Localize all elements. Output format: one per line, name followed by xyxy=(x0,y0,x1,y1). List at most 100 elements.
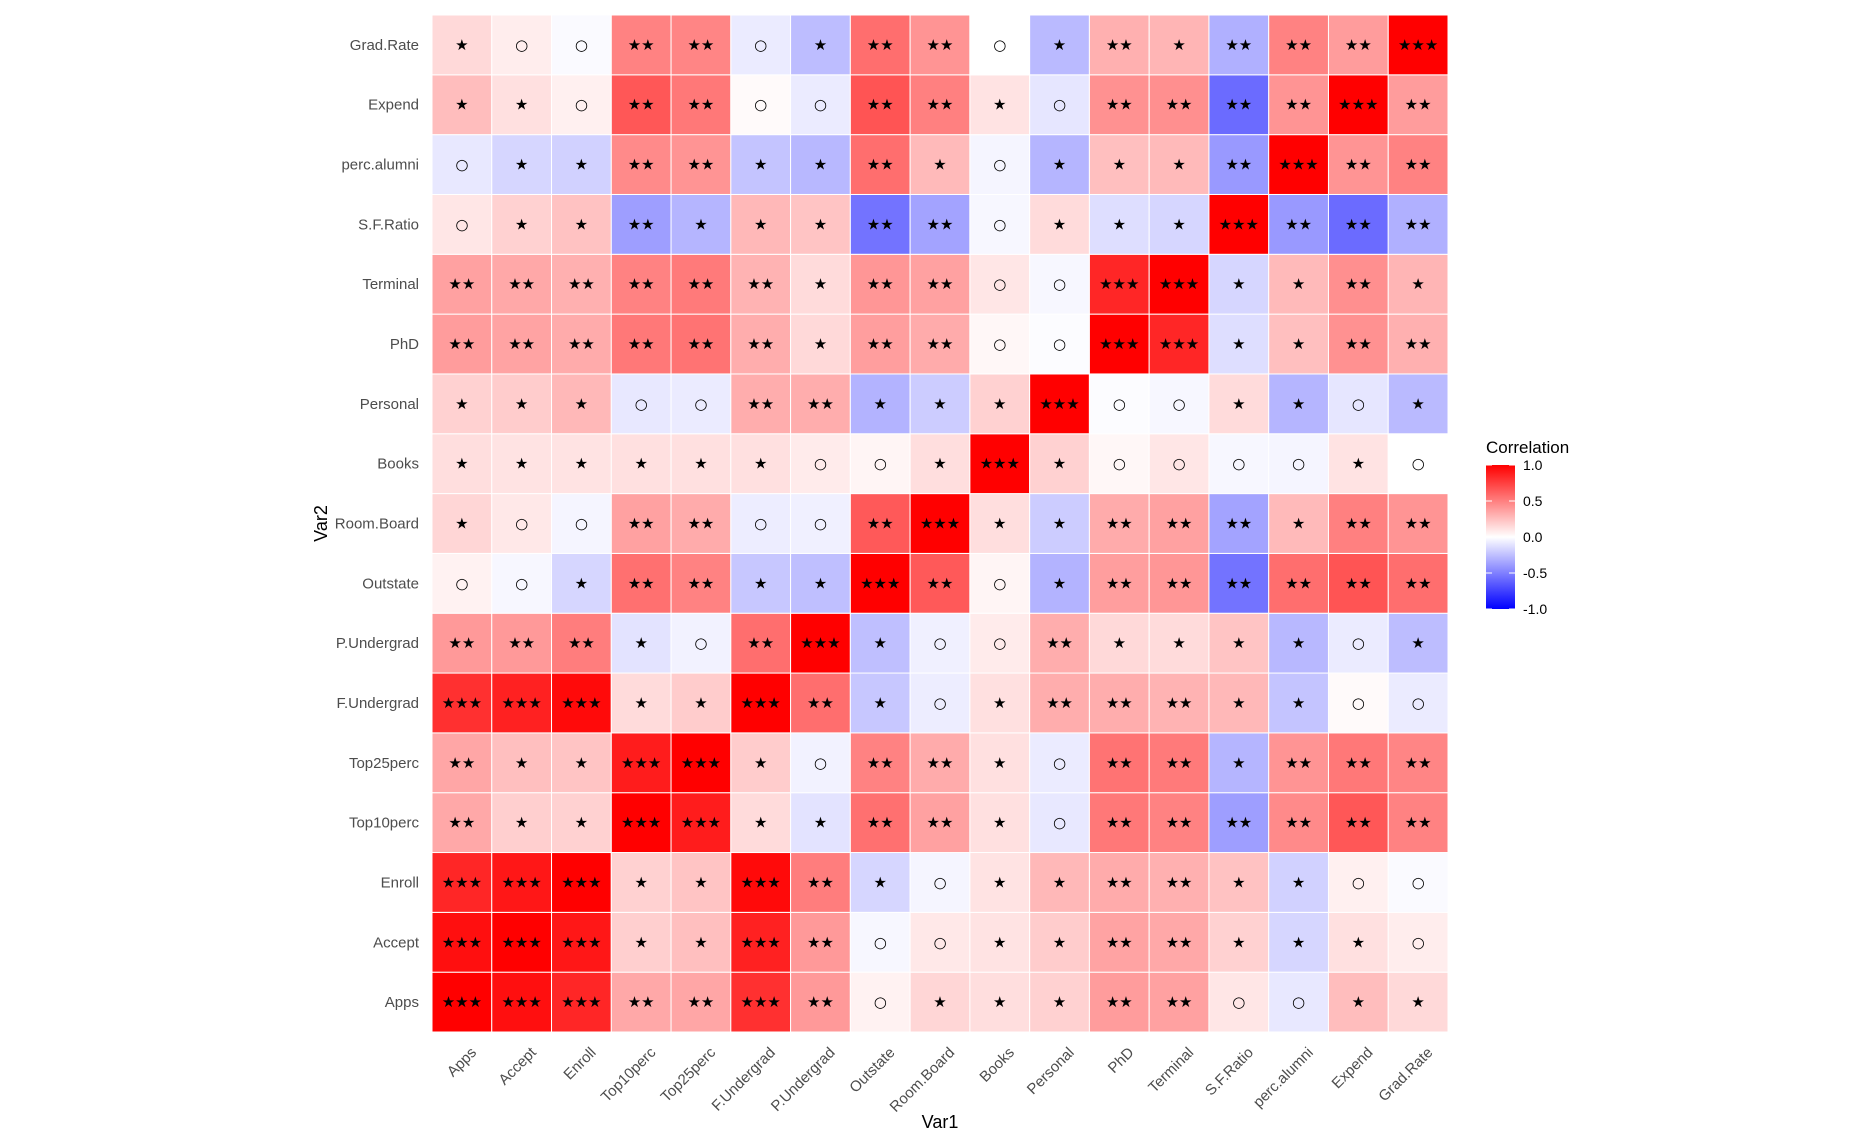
cell-label-Personal-Outstate: ★ xyxy=(1053,574,1066,592)
heatmap-cell-P.Undergrad-Grad.Rate xyxy=(790,14,851,76)
cell-label-Books-S.F.Ratio: ○ xyxy=(993,215,1006,233)
cell-label-Apps-P.Undergrad: ★★ xyxy=(448,634,475,652)
heatmap-cell-Apps-P.Undergrad xyxy=(431,612,493,674)
cell-label-Room.Board-Accept: ○ xyxy=(933,933,946,951)
heatmap-cell-Top25perc-Expend xyxy=(670,74,732,136)
cell-label-F.Undergrad-Expend: ○ xyxy=(754,96,767,114)
cell-label-Accept-S.F.Ratio: ★ xyxy=(515,215,528,233)
heatmap-cell-Top25perc-S.F.Ratio xyxy=(670,193,732,255)
cell-label-F.Undergrad-Books: ★ xyxy=(754,455,767,473)
cell-label-Outstate-Books: ○ xyxy=(874,455,887,473)
cell-label-S.F.Ratio-Personal: ★ xyxy=(1232,395,1245,413)
heatmap-cell-Terminal-Grad.Rate xyxy=(1148,14,1210,76)
heatmap-cell-F.Undergrad-Personal xyxy=(730,373,792,435)
cell-label-Expend-Outstate: ★★ xyxy=(1345,574,1372,592)
cell-label-Top25perc-Personal: ○ xyxy=(694,395,707,413)
heatmap-cell-Books-Accept xyxy=(969,911,1031,973)
cell-label-perc.alumni-Terminal: ★ xyxy=(1292,275,1305,293)
heatmap-cell-PhD-F.Undergrad xyxy=(1088,672,1150,734)
cell-label-Terminal-Outstate: ★★ xyxy=(1166,574,1193,592)
heatmap-cell-Grad.Rate-Room.Board xyxy=(1387,493,1449,554)
cell-label-Accept-Terminal: ★★ xyxy=(508,275,535,293)
cell-label-Grad.Rate-P.Undergrad: ★ xyxy=(1411,634,1424,652)
cell-label-PhD-S.F.Ratio: ★ xyxy=(1113,215,1126,233)
heatmap-cell-Grad.Rate-Personal xyxy=(1387,373,1449,435)
cell-label-Books-Room.Board: ★ xyxy=(993,515,1006,533)
x-tick-label-Books: Books xyxy=(976,1044,1018,1086)
cell-label-P.Undergrad-Enroll: ★★ xyxy=(807,873,834,891)
cell-label-Outstate-perc.alumni: ★★ xyxy=(867,156,894,174)
cell-label-Apps-Outstate: ○ xyxy=(455,574,468,592)
cell-label-Enroll-Personal: ★ xyxy=(575,395,588,413)
cell-label-Top10perc-PhD: ★★ xyxy=(628,335,655,353)
cell-label-Books-Enroll: ★ xyxy=(993,873,1006,891)
cell-label-Expend-Apps: ★ xyxy=(1352,993,1365,1011)
cell-label-F.Undergrad-perc.alumni: ★ xyxy=(754,156,767,174)
heatmap-cell-PhD-Grad.Rate xyxy=(1088,14,1150,76)
heatmap-cell-Apps-perc.alumni xyxy=(431,134,493,195)
heatmap-cell-Room.Board-Room.Board xyxy=(909,493,971,554)
heatmap-cell-Top10perc-Outstate xyxy=(610,552,672,614)
cell-label-Accept-Personal: ★ xyxy=(515,395,528,413)
cell-label-Expend-Top25perc: ★★ xyxy=(1345,754,1372,772)
heatmap-cell-Grad.Rate-F.Undergrad xyxy=(1387,672,1449,734)
cell-label-S.F.Ratio-Enroll: ★ xyxy=(1232,873,1245,891)
x-tick-label-Enroll: Enroll xyxy=(560,1044,599,1083)
heatmap-cell-Top10perc-perc.alumni xyxy=(610,134,672,195)
cell-label-Accept-Outstate: ○ xyxy=(515,574,528,592)
cell-label-Top25perc-Room.Board: ★★ xyxy=(687,515,714,533)
heatmap-cell-Room.Board-P.Undergrad xyxy=(909,612,971,674)
heatmap-cell-Expend-Outstate xyxy=(1327,552,1389,614)
cell-label-Top10perc-Top25perc: ★★★ xyxy=(621,754,661,772)
cell-label-Personal-perc.alumni: ★ xyxy=(1053,156,1066,174)
y-tick-label-Expend: Expend xyxy=(368,97,419,114)
heatmap-cell-Top10perc-PhD xyxy=(610,313,672,375)
cell-label-P.Undergrad-Outstate: ★ xyxy=(814,574,827,592)
cell-label-Apps-Personal: ★ xyxy=(455,395,468,413)
cell-label-Grad.Rate-Accept: ○ xyxy=(1412,933,1425,951)
x-tick-label-Accept: Accept xyxy=(495,1044,540,1089)
heatmap-cell-Top10perc-Expend xyxy=(610,74,672,136)
heatmap-cell-Outstate-P.Undergrad xyxy=(849,612,911,674)
heatmap-cell-S.F.Ratio-Room.Board xyxy=(1208,493,1270,554)
cell-label-Grad.Rate-Enroll: ○ xyxy=(1412,873,1425,891)
heatmap-cell-Top25perc-perc.alumni xyxy=(670,134,732,195)
heatmap-cell-Grad.Rate-Expend xyxy=(1387,74,1449,136)
cell-label-Grad.Rate-S.F.Ratio: ★★ xyxy=(1405,215,1432,233)
cell-label-Apps-Books: ★ xyxy=(455,455,468,473)
cell-label-Personal-S.F.Ratio: ★ xyxy=(1053,215,1066,233)
heatmap-cell-Apps-Apps xyxy=(431,971,493,1033)
cell-label-Grad.Rate-Expend: ★★ xyxy=(1405,96,1432,114)
cell-label-Expend-Grad.Rate: ★★ xyxy=(1345,36,1372,54)
cell-label-Top10perc-Enroll: ★ xyxy=(634,873,647,891)
cell-label-PhD-Grad.Rate: ★★ xyxy=(1106,36,1133,54)
cell-label-F.Undergrad-S.F.Ratio: ★ xyxy=(754,215,767,233)
heatmap-cell-S.F.Ratio-Books xyxy=(1208,433,1270,495)
y-tick-label-Enroll: Enroll xyxy=(381,874,419,891)
cell-label-Enroll-Top25perc: ★ xyxy=(575,754,588,772)
cell-label-Apps-Grad.Rate: ★ xyxy=(455,36,468,54)
cell-label-Top25perc-Terminal: ★★ xyxy=(687,275,714,293)
heatmap-cell-Enroll-Top10perc xyxy=(551,792,612,854)
heatmap-cell-Accept-F.Undergrad xyxy=(491,672,553,734)
cell-label-P.Undergrad-Personal: ★★ xyxy=(807,395,834,413)
cell-label-Outstate-Enroll: ★ xyxy=(874,873,887,891)
heatmap-cell-Books-Apps xyxy=(969,971,1031,1033)
cell-label-Personal-PhD: ○ xyxy=(1053,335,1066,353)
cell-label-Grad.Rate-perc.alumni: ★★ xyxy=(1405,156,1432,174)
cell-label-P.Undergrad-perc.alumni: ★ xyxy=(814,156,827,174)
cell-label-perc.alumni-Top25perc: ★★ xyxy=(1285,754,1312,772)
cell-label-Accept-Expend: ★ xyxy=(515,96,528,114)
heatmap-cell-F.Undergrad-Grad.Rate xyxy=(730,14,792,76)
heatmap-cell-Personal-Enroll xyxy=(1029,852,1090,913)
heatmap-cell-Top10perc-Enroll xyxy=(610,852,672,913)
cell-label-Room.Board-Top25perc: ★★ xyxy=(927,754,954,772)
cell-label-Books-Apps: ★ xyxy=(993,993,1006,1011)
heatmap-cell-Expend-P.Undergrad xyxy=(1327,612,1389,674)
heatmap-cell-Top25perc-Apps xyxy=(670,971,732,1033)
x-tick-label-Expend: Expend xyxy=(1329,1044,1377,1092)
x-tick-label-Terminal: Terminal xyxy=(1145,1044,1197,1096)
cell-label-Personal-Top25perc: ○ xyxy=(1053,754,1066,772)
heatmap-cell-Room.Board-Top25perc xyxy=(909,732,971,794)
heatmap-cell-Books-Top10perc xyxy=(969,792,1031,854)
